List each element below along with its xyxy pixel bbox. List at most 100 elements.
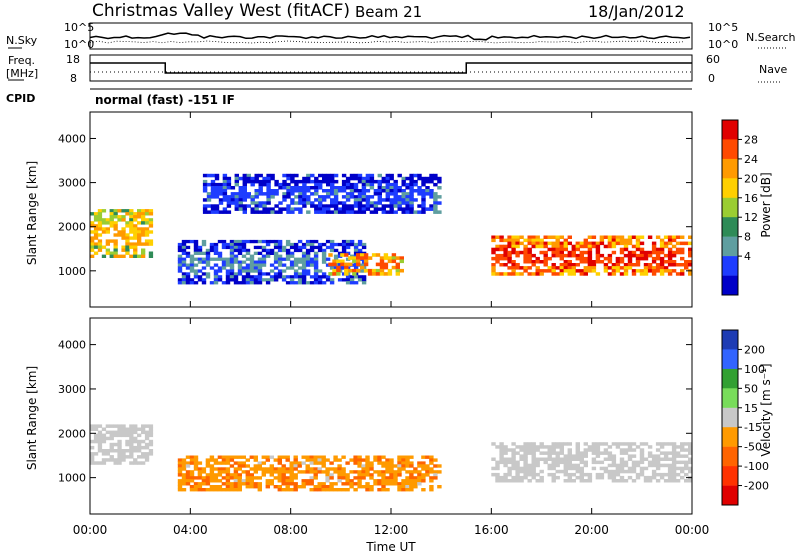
power-cell <box>433 182 438 187</box>
velocity-cell <box>333 470 338 474</box>
velocity-cell <box>181 473 187 477</box>
power-cell <box>563 247 568 252</box>
velocity-cell <box>523 445 528 449</box>
power-cell <box>559 263 564 267</box>
power-cell <box>230 186 236 190</box>
velocity-cell <box>555 469 560 474</box>
power-cell <box>326 192 331 196</box>
x-tick-label: 00:00 <box>73 523 108 537</box>
power-cell <box>623 238 629 243</box>
power-cell <box>229 272 235 276</box>
power-cell <box>177 245 183 250</box>
power-cell <box>230 198 236 202</box>
power-cell <box>357 204 363 208</box>
velocity-cell <box>144 458 150 462</box>
velocity-cell <box>273 467 278 471</box>
power-cell <box>201 260 207 264</box>
velocity-cell <box>595 472 601 477</box>
power-cell <box>369 186 375 190</box>
y-tick-label: 2000 <box>58 427 86 440</box>
velocity-cell <box>535 463 540 468</box>
power-cell <box>519 241 524 246</box>
power-cell <box>333 248 339 253</box>
power-cell <box>401 198 406 202</box>
power-cell <box>201 278 207 282</box>
velocity-cell <box>341 455 346 459</box>
velocity-cell <box>688 457 693 461</box>
velocity-cell <box>393 479 398 483</box>
power-cell <box>214 176 220 181</box>
power-cell <box>253 275 259 279</box>
velocity-cell <box>413 467 418 471</box>
velocity-cell <box>429 461 434 465</box>
power-cell <box>655 256 661 261</box>
power-cell <box>635 269 641 273</box>
power-cell <box>242 195 247 199</box>
power-cell <box>559 256 564 261</box>
power-cell <box>317 242 323 247</box>
power-cell <box>567 269 572 273</box>
velocity-cell <box>189 488 195 492</box>
power-cell <box>97 227 103 231</box>
velocity-cell <box>421 479 426 483</box>
power-cell <box>395 265 400 270</box>
power-cell <box>579 269 584 273</box>
power-cell <box>527 241 532 246</box>
power-cell <box>133 236 138 240</box>
power-cell <box>349 195 355 199</box>
power-cell <box>377 201 382 205</box>
velocity-cell <box>635 445 641 449</box>
power-cell <box>499 238 504 243</box>
power-cell <box>409 182 414 187</box>
velocity-cell <box>253 482 258 486</box>
power-cell <box>253 269 259 273</box>
power-cell <box>314 198 319 202</box>
power-cell <box>401 182 406 187</box>
velocity-cell <box>523 460 528 465</box>
velocity-cell <box>197 461 203 465</box>
power-cell <box>258 204 263 208</box>
velocity-cell <box>647 479 653 483</box>
nsearch-series-line <box>89 40 685 44</box>
velocity-cell <box>515 445 520 449</box>
power-cell <box>321 275 327 279</box>
power-cell <box>611 244 617 249</box>
velocity-cell <box>273 470 278 474</box>
power-cell <box>309 239 315 244</box>
power-cell <box>393 189 398 193</box>
velocity-cell <box>389 473 394 477</box>
colorbar-swatch <box>722 407 738 428</box>
velocity-cell <box>141 439 146 444</box>
power-cell <box>234 201 239 205</box>
velocity-cell <box>133 449 138 453</box>
power-cell <box>101 221 107 225</box>
power-cell <box>202 210 208 214</box>
power-cell <box>90 230 95 234</box>
velocity-cell <box>325 473 330 477</box>
power-cell <box>337 201 343 205</box>
velocity-cell <box>225 470 231 474</box>
velocity-cell <box>357 455 362 459</box>
velocity-cell <box>297 461 302 465</box>
power-cell <box>385 195 390 199</box>
power-cell <box>433 198 438 202</box>
power-cell <box>313 266 319 270</box>
velocity-cell <box>201 467 207 471</box>
power-cell <box>258 179 263 184</box>
power-cell <box>234 204 239 208</box>
power-cell <box>429 192 434 196</box>
power-cell <box>535 238 540 243</box>
power-cell <box>511 250 516 255</box>
power-cell <box>241 275 247 279</box>
velocity-cell <box>144 452 150 456</box>
power-cell <box>281 269 287 273</box>
power-cell <box>226 210 232 214</box>
power-cell <box>659 241 665 246</box>
power-cell <box>353 248 359 253</box>
velocity-cell <box>405 458 410 462</box>
velocity-cell <box>97 430 103 435</box>
velocity-cell <box>397 464 402 468</box>
velocity-cell <box>635 472 641 477</box>
velocity-cell <box>113 433 118 438</box>
power-cell <box>393 204 398 208</box>
